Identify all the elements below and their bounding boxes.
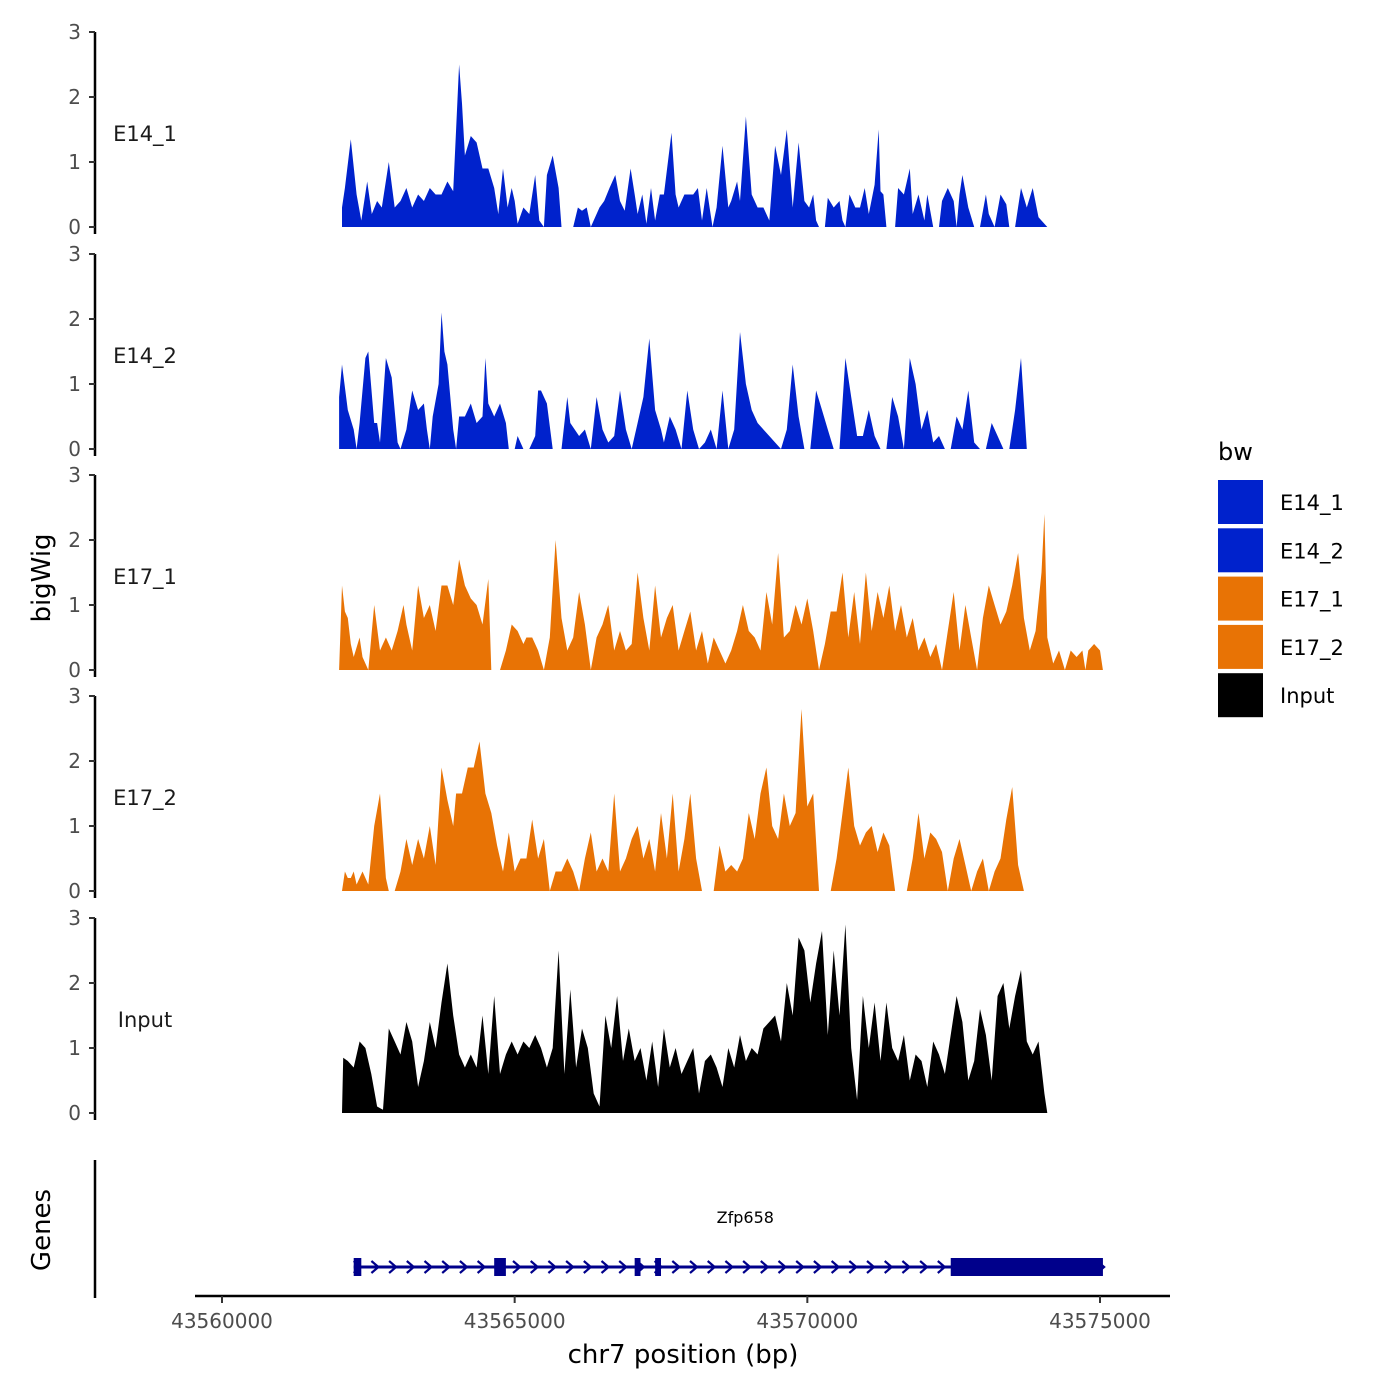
strand-arrow: [618, 1260, 628, 1274]
legend-swatch: [1218, 528, 1263, 573]
track-e17-2: 0 1 2 3 E17_2: [68, 684, 1024, 903]
track-e17-1: 0 1 2 3 E17_1: [68, 463, 1103, 682]
legend-swatch: [1218, 480, 1263, 524]
gene-track: Zfp658: [93, 1160, 1106, 1298]
exon-block: [655, 1258, 661, 1276]
exon-block: [634, 1258, 641, 1276]
x-tick-label: 43560000: [171, 1309, 273, 1333]
track-e14-1: 0 1 2 3 E14_1: [68, 20, 1048, 239]
strand-arrow: [441, 1260, 451, 1274]
y-tick-label: 0: [68, 215, 81, 239]
strand-arrow: [565, 1260, 575, 1274]
x-tick-label: 43575000: [1049, 1309, 1151, 1333]
track-label: E14_2: [113, 344, 177, 369]
exon-block: [353, 1258, 362, 1276]
signal-area: [342, 709, 1024, 891]
y-tick-label: 2: [68, 749, 81, 773]
strand-arrow: [671, 1260, 681, 1274]
legend-title: bw: [1218, 438, 1253, 466]
track-input: 0 1 2 3 Input: [68, 906, 1048, 1125]
track-label: E17_2: [113, 786, 177, 811]
signal-area: [342, 64, 1048, 227]
y-tick-label: 0: [68, 879, 81, 903]
strand-arrow: [512, 1260, 522, 1274]
legend-label: E14_2: [1280, 539, 1344, 564]
signal-area: [339, 514, 1103, 670]
track-label: E17_1: [113, 565, 177, 590]
y-tick-label: 2: [68, 971, 81, 995]
y-tick-label: 3: [68, 684, 81, 708]
legend: bw E14_1 E14_2 E17_1 E17_2 Input: [1218, 438, 1344, 718]
genes-axis-title: Genes: [27, 1189, 57, 1271]
y-tick-label: 1: [68, 814, 81, 838]
strand-arrow: [459, 1260, 469, 1274]
y-tick-label: 2: [68, 307, 81, 331]
strand-arrow: [724, 1260, 735, 1274]
strand-arrow: [742, 1260, 752, 1274]
y-tick-label: 2: [68, 528, 81, 552]
x-tick-label: 43570000: [756, 1309, 858, 1333]
strand-arrow: [937, 1260, 947, 1274]
strand-arrow: [388, 1260, 398, 1274]
y-tick-label: 3: [68, 20, 81, 44]
y-tick-label: 3: [68, 463, 81, 487]
strand-arrow: [883, 1260, 894, 1274]
y-tick-label: 3: [68, 242, 81, 266]
strand-arrow: [406, 1260, 416, 1274]
strand-arrow: [583, 1260, 593, 1274]
strand-arrow: [901, 1260, 912, 1274]
y-tick-label: 3: [68, 906, 81, 930]
gene-name-label: Zfp658: [717, 1208, 774, 1227]
strand-arrow: [830, 1260, 841, 1274]
signal-tracks: 0 1 2 3 E14_1 0 1 2 3 E14_2 0 1 2 3 E17_1 0 1 2 3 E17_2 0 1 2 3…: [68, 20, 1103, 1125]
strand-arrow: [760, 1260, 770, 1274]
strand-arrow: [795, 1260, 805, 1274]
strand-arrow: [689, 1260, 699, 1274]
legend-label: E17_1: [1280, 588, 1344, 613]
track-e14-2: 0 1 2 3 E14_2: [68, 242, 1048, 461]
y-tick-label: 1: [68, 150, 81, 174]
track-label: Input: [118, 1008, 172, 1032]
strand-arrow: [476, 1260, 487, 1274]
y-tick-label: 2: [68, 85, 81, 109]
strand-arrow: [547, 1260, 558, 1274]
strand-arrow: [370, 1260, 381, 1274]
y-tick-label: 0: [68, 437, 81, 461]
y-axis-title: bigWig: [27, 533, 57, 622]
x-axis: 43560000 43565000 43570000 43575000: [171, 1294, 1170, 1333]
strand-arrow: [529, 1260, 540, 1274]
strand-arrow: [866, 1260, 876, 1274]
legend-label: E17_2: [1280, 636, 1344, 661]
x-tick-label: 43565000: [464, 1309, 566, 1333]
strand-arrow: [919, 1260, 929, 1274]
x-axis-title: chr7 position (bp): [568, 1340, 799, 1370]
legend-swatch: [1218, 624, 1263, 669]
strand-arrow: [600, 1260, 611, 1274]
track-label: E14_1: [113, 122, 177, 147]
y-tick-label: 0: [68, 1101, 81, 1125]
signal-area: [339, 312, 1048, 449]
y-tick-label: 1: [68, 593, 81, 617]
strand-arrow: [423, 1260, 434, 1274]
strand-arrow: [777, 1260, 788, 1274]
y-tick-label: 1: [68, 1036, 81, 1060]
y-tick-label: 1: [68, 372, 81, 396]
strand-arrow: [813, 1260, 823, 1274]
strand-arrow: [706, 1260, 717, 1274]
legend-swatch: [1218, 673, 1263, 718]
legend-label: Input: [1280, 684, 1334, 708]
exon-block: [494, 1258, 506, 1276]
legend-swatch: [1218, 576, 1263, 621]
y-tick-label: 0: [68, 658, 81, 682]
exon-block: [950, 1258, 1103, 1276]
strand-arrow: [848, 1260, 858, 1274]
signal-area: [342, 924, 1048, 1113]
legend-label: E14_1: [1280, 491, 1344, 516]
